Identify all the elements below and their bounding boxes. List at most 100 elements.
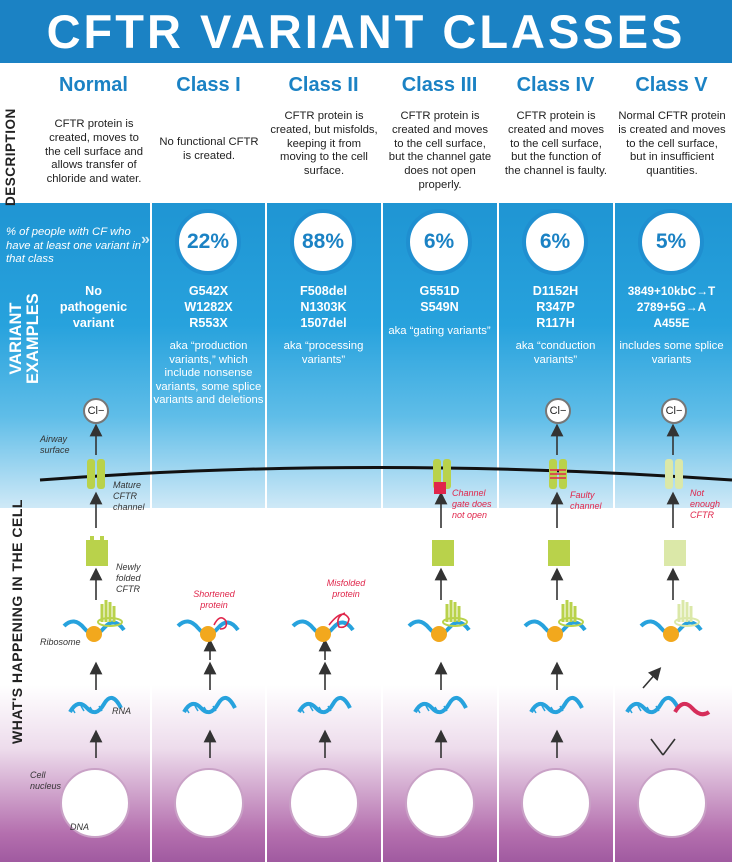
- column-header-class-5: Class V: [635, 74, 708, 96]
- variant-item: W1282X: [184, 300, 233, 314]
- percent-class-4: 6%: [522, 209, 588, 275]
- rna-strand-icon: [182, 696, 237, 715]
- aka-class-5: includes some splice variants: [619, 340, 724, 366]
- variants-class-4: D1152H R347P R117H: [499, 283, 612, 331]
- channel-icon: [665, 459, 683, 489]
- chloride-ion-icon: Cl−: [83, 398, 109, 424]
- description-class-3: CFTR protein is created and moves to the…: [388, 110, 492, 191]
- title-band: [0, 0, 732, 63]
- cell-membrane: [39, 466, 732, 482]
- nucleus-icon: [174, 768, 244, 838]
- column-header-class-1: Class I: [176, 74, 241, 96]
- label-airway: Airway surface: [40, 434, 70, 455]
- description-class-4: CFTR protein is created and moves to the…: [504, 110, 608, 178]
- column-divider: [613, 203, 615, 862]
- rna-strand-icon: [625, 696, 680, 715]
- label-rna: RNA: [112, 706, 132, 716]
- defect-label-class-1: Shortened protein: [193, 589, 235, 610]
- folded-cftr-icon: [664, 540, 686, 566]
- gate-block-icon: [434, 482, 446, 494]
- ribosome-icon: [176, 617, 240, 642]
- percent-class-5: 5%: [638, 209, 704, 275]
- chevron-right-icon: »: [141, 231, 150, 248]
- variant-item: D1152H: [532, 284, 579, 298]
- channel-icon: [549, 459, 567, 489]
- variant-item: G542X: [188, 284, 229, 298]
- defect-label-class-5: Not enough CFTR: [690, 488, 721, 520]
- variant-item: 2789+5G→A: [636, 300, 707, 314]
- variant-item: pathogenic: [59, 300, 128, 314]
- variant-item: 3849+10kbC→T: [627, 284, 716, 298]
- description-class-5: Normal CFTR protein is created and moves…: [618, 110, 726, 178]
- rna-strand-icon: [529, 696, 584, 715]
- rna-strand-icon: [413, 696, 468, 715]
- variant-item: 1507del: [300, 316, 347, 330]
- ribosome-icon: [639, 600, 703, 642]
- defect-label-class-4: Faulty channel: [570, 490, 602, 511]
- nucleus-icon: [521, 768, 591, 838]
- variant-item: R553X: [189, 316, 228, 330]
- folded-cftr-icon: [86, 536, 108, 566]
- aka-class-3: aka “gating variants”: [388, 325, 491, 337]
- variants-class-3: G551D S549N: [383, 283, 496, 315]
- split-arrow-icon: [650, 738, 676, 756]
- channel-icon: [87, 459, 105, 489]
- column-header-class-3: Class III: [401, 74, 478, 96]
- column-divider: [150, 203, 152, 862]
- variant-item: No: [85, 284, 102, 298]
- ribosome-icon: [62, 600, 126, 642]
- channel-icon: [433, 459, 451, 494]
- variants-class-1: G542X W1282X R553X: [152, 283, 265, 331]
- chloride-ion-icon: Cl−: [661, 398, 687, 424]
- description-class-2: CFTR protein is created, but misfolds, k…: [270, 110, 378, 178]
- ribosome-icon: [523, 600, 587, 642]
- variant-band: [0, 203, 732, 508]
- column-divider: [265, 203, 267, 862]
- percent-note: % of people with CF who have at least on…: [6, 226, 142, 266]
- defect-label-class-3: Channel gate does not open: [452, 488, 492, 520]
- variant-item: S549N: [420, 300, 459, 314]
- column-header-class-4: Class IV: [516, 74, 595, 96]
- aka-class-2: aka “processing variants”: [283, 340, 364, 366]
- variant-item: A455E: [653, 316, 690, 330]
- folded-cftr-icon: [548, 540, 570, 566]
- percent-class-2: 88%: [290, 209, 356, 275]
- nucleus-icon: [60, 768, 130, 838]
- column-divider: [497, 203, 499, 862]
- label-newly-folded: Newly folded CFTR: [116, 562, 141, 594]
- percent-class-3: 6%: [406, 209, 472, 275]
- variant-item: R117H: [536, 316, 575, 330]
- folded-cftr-icon: [432, 540, 454, 566]
- variant-item: R347P: [536, 300, 575, 314]
- aka-class-4: aka “conduction variants”: [515, 340, 596, 366]
- column-divider: [381, 203, 383, 862]
- variants-class-5: 3849+10kbC→T 2789+5G→A A455E: [615, 283, 728, 331]
- label-mature: Mature CFTR channel: [113, 480, 145, 512]
- rna-strand-icon: [297, 696, 352, 715]
- column-header-class-2: Class II: [288, 74, 359, 96]
- ribosome-icon: [407, 600, 471, 642]
- nucleus-icon: [637, 768, 707, 838]
- page-title: CFTR VARIANT CLASSES: [46, 5, 686, 58]
- percent-class-1: 22%: [175, 209, 241, 275]
- nucleus-icon: [405, 768, 475, 838]
- rna-strand-icon: [68, 696, 123, 715]
- description-normal: CFTR protein is created, moves to the ce…: [45, 118, 143, 186]
- variant-item: F508del: [300, 284, 347, 298]
- variants-class-2: F508del N1303K 1507del: [267, 283, 380, 331]
- chloride-ion-icon: Cl−: [545, 398, 571, 424]
- variant-item: N1303K: [300, 300, 347, 314]
- nucleus-icon: [289, 768, 359, 838]
- defect-label-class-2: Misfolded protein: [326, 578, 366, 599]
- ribosome-icon: [291, 612, 355, 642]
- description-class-1: No functional CFTR is created.: [159, 136, 259, 162]
- label-dna: DNA: [70, 822, 90, 832]
- aka-class-1: aka “production variants,” which include…: [153, 340, 264, 406]
- column-header-normal: Normal: [59, 74, 128, 96]
- rna-abnormal-strand-icon: [673, 701, 711, 717]
- variant-item: variant: [72, 316, 115, 330]
- variant-item: G551D: [419, 284, 460, 298]
- variants-normal: No pathogenic variant: [37, 283, 150, 331]
- label-ribosome: Ribosome: [40, 637, 81, 647]
